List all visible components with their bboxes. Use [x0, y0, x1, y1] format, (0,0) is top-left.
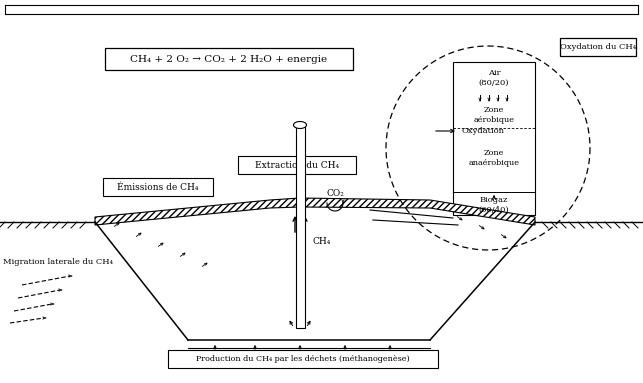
- Text: Extraction du CH₄: Extraction du CH₄: [255, 160, 339, 170]
- Bar: [453, 62, 535, 215]
- Text: Émissions de CH₄: Émissions de CH₄: [117, 183, 199, 192]
- Bar: [296, 125, 305, 328]
- Text: Migration laterale du CH₄: Migration laterale du CH₄: [3, 258, 113, 266]
- Polygon shape: [95, 198, 535, 225]
- FancyBboxPatch shape: [238, 156, 356, 174]
- Ellipse shape: [293, 121, 307, 129]
- Text: CH₄ + 2 O₂ → CO₂ + 2 H₂O + energie: CH₄ + 2 O₂ → CO₂ + 2 H₂O + energie: [131, 54, 327, 64]
- Text: Zone
aérobique: Zone aérobique: [473, 106, 514, 124]
- Text: Biogaz
(60/40): Biogaz (60/40): [478, 196, 509, 214]
- Text: CO₂: CO₂: [326, 188, 344, 198]
- FancyBboxPatch shape: [103, 178, 213, 196]
- FancyBboxPatch shape: [105, 48, 353, 70]
- Text: Production du CH₄ par les déchets (méthanogenèse): Production du CH₄ par les déchets (métha…: [196, 355, 410, 363]
- Text: Zone
anaérobique: Zone anaérobique: [469, 149, 520, 167]
- FancyBboxPatch shape: [168, 350, 438, 368]
- Text: Oxydation: Oxydation: [461, 127, 504, 135]
- FancyBboxPatch shape: [560, 38, 636, 56]
- Text: Oxydation du CH₄: Oxydation du CH₄: [560, 43, 636, 51]
- Text: CH₄: CH₄: [312, 237, 331, 247]
- Text: Air
(80/20): Air (80/20): [479, 69, 509, 87]
